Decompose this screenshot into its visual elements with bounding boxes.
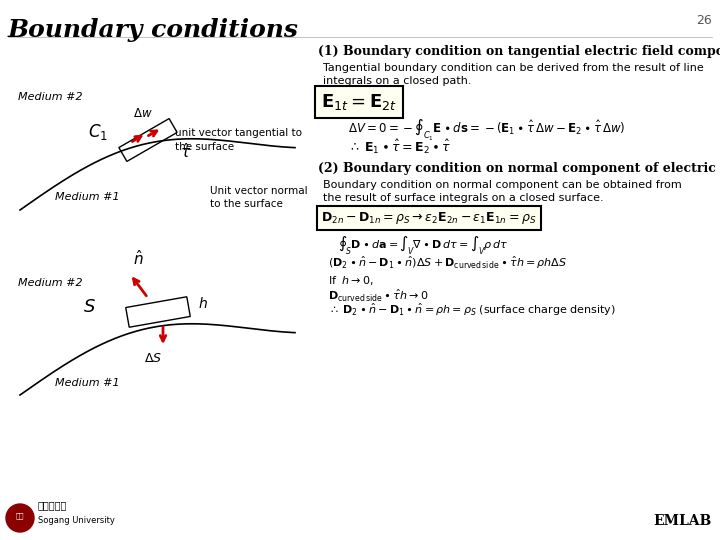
Text: $\oint_S\mathbf{D}\bullet d\mathbf{a}=\int_V\nabla\bullet\mathbf{D}\,d\tau=\int_: $\oint_S\mathbf{D}\bullet d\mathbf{a}=\i… bbox=[338, 235, 508, 258]
Text: $C_1$: $C_1$ bbox=[88, 122, 108, 142]
Text: If $\;h\rightarrow 0,$: If $\;h\rightarrow 0,$ bbox=[328, 274, 374, 287]
Text: Sogang University: Sogang University bbox=[38, 516, 115, 525]
Text: $\therefore\;\mathbf{E}_1\bullet\hat{\tau} = \mathbf{E}_2\bullet\hat{\tau}$: $\therefore\;\mathbf{E}_1\bullet\hat{\ta… bbox=[348, 138, 451, 156]
Text: 26: 26 bbox=[696, 14, 712, 27]
Text: Boundary condition on normal component can be obtained from
the result of surfac: Boundary condition on normal component c… bbox=[323, 180, 682, 203]
Text: unit vector tangential to
the surface: unit vector tangential to the surface bbox=[175, 129, 302, 152]
Text: $\Delta S$: $\Delta S$ bbox=[144, 352, 162, 365]
Text: 서강대학교: 서강대학교 bbox=[38, 500, 68, 510]
Text: (1) Boundary condition on tangential electric field component: (1) Boundary condition on tangential ele… bbox=[318, 45, 720, 58]
Text: $\mathbf{E}_{1t} = \mathbf{E}_{2t}$: $\mathbf{E}_{1t} = \mathbf{E}_{2t}$ bbox=[321, 92, 397, 112]
Circle shape bbox=[6, 504, 34, 532]
Text: $(\mathbf{D}_2\bullet\hat{n}-\mathbf{D}_1\bullet\hat{n})\Delta S+\mathbf{D}_{\rm: $(\mathbf{D}_2\bullet\hat{n}-\mathbf{D}_… bbox=[328, 255, 567, 272]
Text: $\therefore\;\mathbf{D}_2\bullet\hat{n}-\mathbf{D}_1\bullet\hat{n}=\rho h=\rho_S: $\therefore\;\mathbf{D}_2\bullet\hat{n}-… bbox=[328, 302, 616, 319]
Text: $\hat{n}$: $\hat{n}$ bbox=[132, 249, 143, 268]
Text: Medium #1: Medium #1 bbox=[55, 192, 120, 202]
Text: $S$: $S$ bbox=[83, 298, 96, 316]
Text: $h$: $h$ bbox=[198, 296, 208, 312]
Text: Medium #1: Medium #1 bbox=[55, 378, 120, 388]
Text: Medium #2: Medium #2 bbox=[18, 278, 83, 288]
Text: $\mathbf{D}_{2n}-\mathbf{D}_{1n}=\rho_S\rightarrow\varepsilon_2\mathbf{E}_{2n}-\: $\mathbf{D}_{2n}-\mathbf{D}_{1n}=\rho_S\… bbox=[321, 210, 536, 226]
Text: Boundary conditions: Boundary conditions bbox=[8, 18, 299, 42]
Text: EMLAB: EMLAB bbox=[654, 514, 712, 528]
Text: (2) Boundary condition on normal component of electric field: (2) Boundary condition on normal compone… bbox=[318, 162, 720, 175]
Text: 서강: 서강 bbox=[16, 512, 24, 519]
Text: $\Delta V = 0 = -\oint_{C_1}\mathbf{E}\bullet d\mathbf{s} = -(\mathbf{E}_1\bulle: $\Delta V = 0 = -\oint_{C_1}\mathbf{E}\b… bbox=[348, 118, 626, 143]
Text: Unit vector normal
to the surface: Unit vector normal to the surface bbox=[210, 186, 307, 209]
Text: Tangential boundary condition can be derived from the result of line
integrals o: Tangential boundary condition can be der… bbox=[323, 63, 703, 86]
Text: $\Delta w$: $\Delta w$ bbox=[133, 107, 153, 120]
Circle shape bbox=[10, 508, 30, 528]
Text: $\hat{\tau}$: $\hat{\tau}$ bbox=[180, 142, 192, 161]
Text: Medium #2: Medium #2 bbox=[18, 92, 83, 102]
Text: $\mathbf{D}_{\rm curved\,side}\bullet\hat{\tau}h\rightarrow 0$: $\mathbf{D}_{\rm curved\,side}\bullet\ha… bbox=[328, 288, 428, 304]
